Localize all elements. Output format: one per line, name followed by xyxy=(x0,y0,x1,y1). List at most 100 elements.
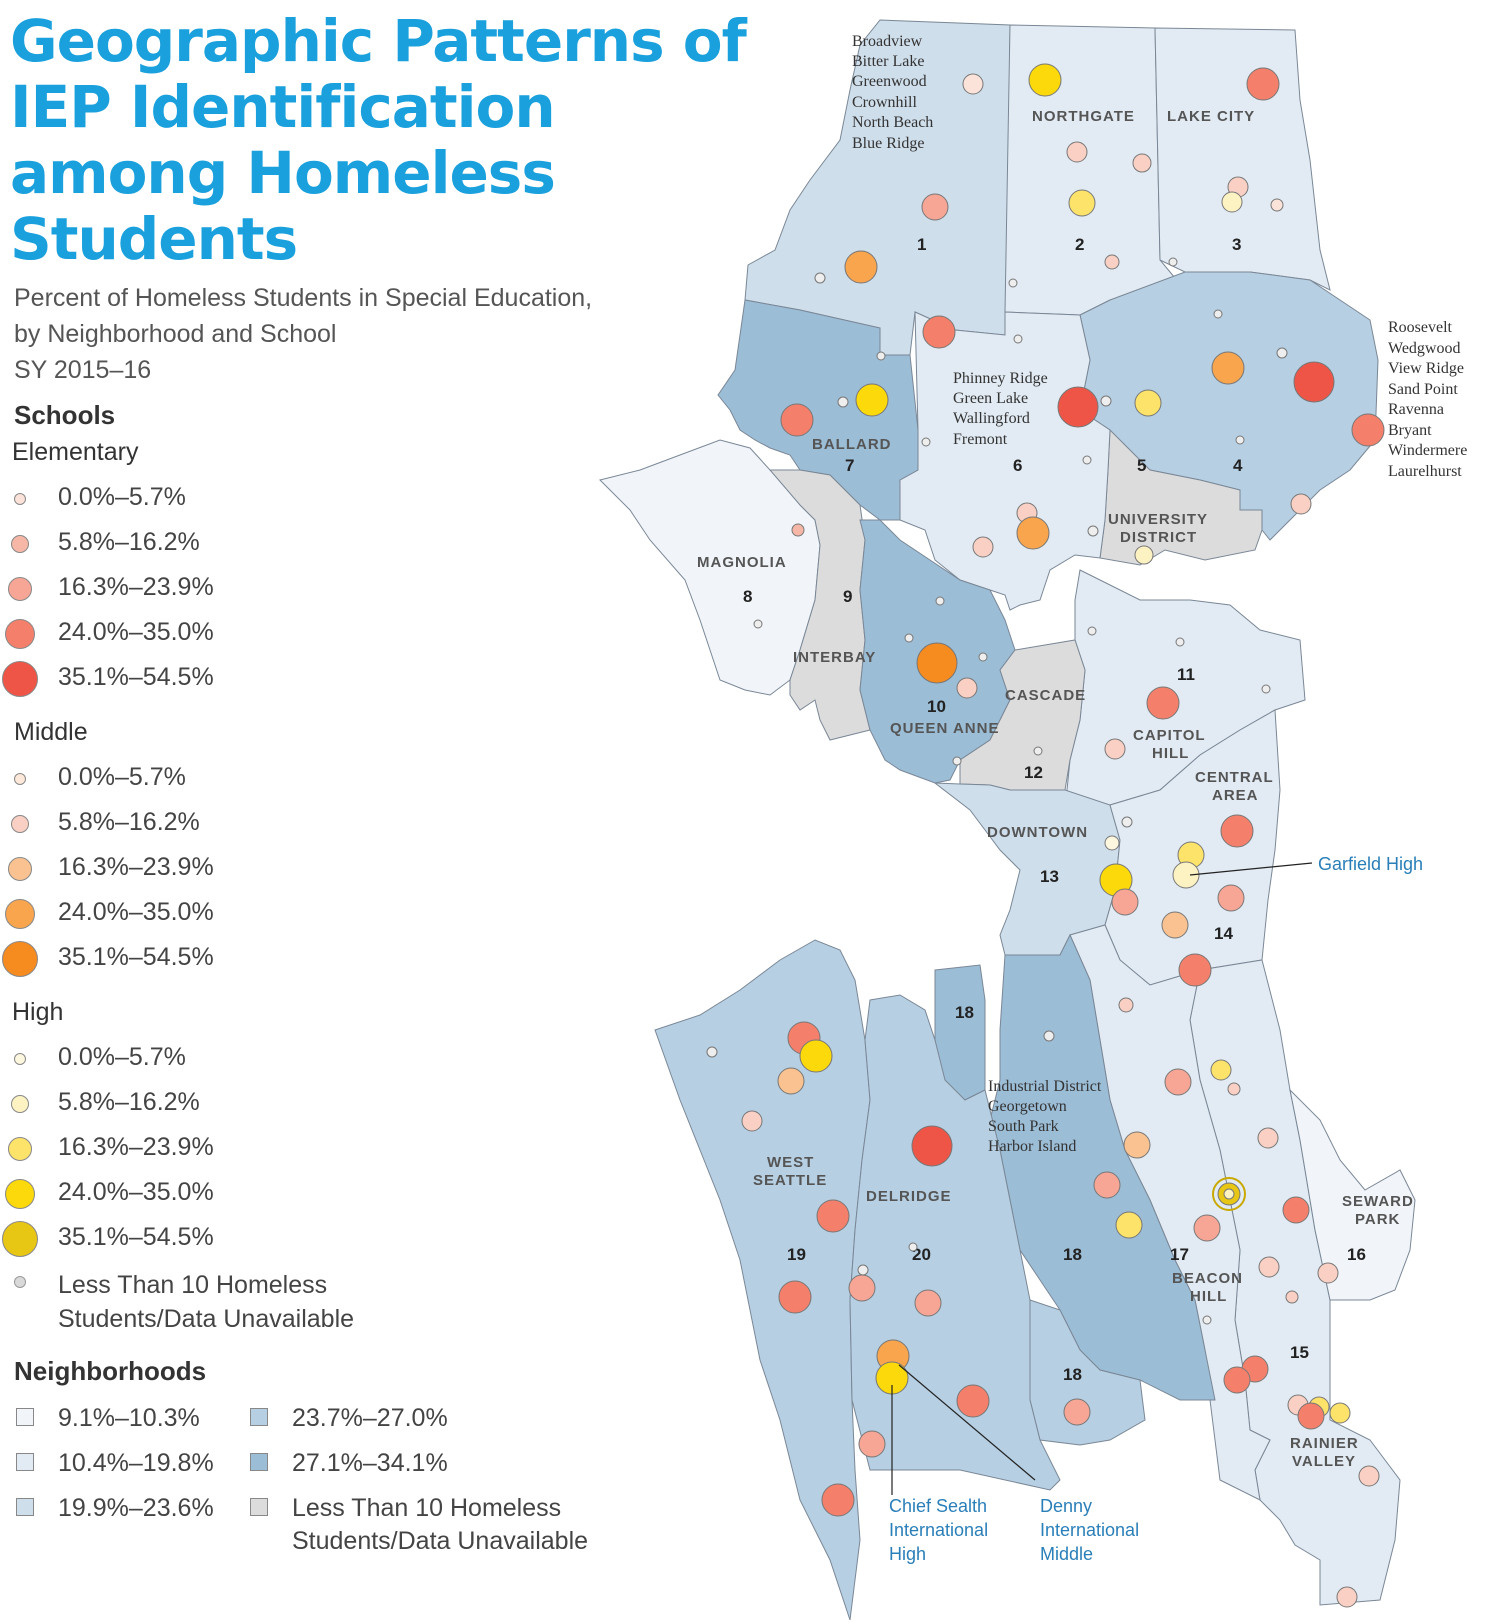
legend-range-label: 24.0%–35.0% xyxy=(58,1178,214,1206)
school-marker xyxy=(837,396,849,408)
circle-icon xyxy=(5,619,35,649)
school-marker xyxy=(1212,1177,1246,1211)
district-number: 15 xyxy=(1290,1343,1309,1362)
legend-item: 24.0%–35.0% xyxy=(0,614,440,654)
district-number: 13 xyxy=(1040,867,1059,886)
legend-middle-heading: Middle xyxy=(14,718,88,746)
district-number: 11 xyxy=(1177,665,1195,684)
school-marker xyxy=(956,1384,990,1418)
school-marker xyxy=(844,250,878,284)
legend-neighborhood-label: 23.7%–27.0% xyxy=(292,1404,448,1432)
neighborhood-area-16 xyxy=(1289,1088,1416,1301)
label-capitol: CAPITOL xyxy=(1133,727,1206,744)
school-marker xyxy=(821,1483,855,1517)
school-markers xyxy=(706,63,1385,1608)
district-number: 18 xyxy=(1063,1365,1082,1384)
school-marker xyxy=(1202,1315,1212,1325)
school-marker xyxy=(972,536,994,558)
label-area: AREA xyxy=(1212,787,1259,804)
district-number: 5 xyxy=(1137,456,1146,475)
legend-neighborhood-label: 27.1%–34.1% xyxy=(292,1449,448,1477)
school-marker xyxy=(791,523,805,537)
school-marker xyxy=(1223,1366,1251,1394)
area-list-item: Georgetown xyxy=(988,1098,1067,1115)
legend-range-label: 35.1%–54.5% xyxy=(58,1223,214,1251)
legend-neighborhood-unavailable-line: Students/Data Unavailable xyxy=(292,1527,589,1555)
label-cascade: CASCADE xyxy=(1005,687,1086,704)
legend-range-label: 16.3%–23.9% xyxy=(58,573,214,601)
legend-neighborhood-item: 9.1%–10.3% xyxy=(14,1402,254,1438)
legend-item: 35.1%–54.5% xyxy=(0,1219,440,1259)
school-marker xyxy=(1317,1262,1339,1284)
school-marker xyxy=(799,1039,833,1073)
area-list-item: Industrial District xyxy=(988,1078,1102,1095)
school-marker xyxy=(778,1280,812,1314)
legend-neighborhood-label: Less Than 10 Homeless Students/Data Unav… xyxy=(292,1492,588,1558)
area-list-item: North Beach xyxy=(852,114,933,131)
neighborhood-area-6 xyxy=(899,311,1111,611)
school-marker xyxy=(1258,1256,1280,1278)
legend-item: 16.3%–23.9% xyxy=(0,1129,440,1169)
legend-elementary-heading: Elementary xyxy=(12,438,139,466)
legend-range-label: 0.0%–5.7% xyxy=(58,763,186,791)
school-marker xyxy=(1104,835,1120,851)
school-marker xyxy=(1123,1131,1151,1159)
neighborhood-area-3 xyxy=(1154,27,1331,291)
area-list-item: Sand Point xyxy=(1388,381,1458,398)
legend-item: 16.3%–23.9% xyxy=(0,569,440,609)
area-list-18: Industrial District Georgetown South Par… xyxy=(988,1078,1102,1155)
area-list-item: View Ridge xyxy=(1388,360,1464,377)
school-marker xyxy=(1293,361,1335,403)
school-marker xyxy=(1063,1398,1091,1426)
area-list-item: Crownhill xyxy=(852,94,917,111)
school-marker xyxy=(1270,198,1284,212)
school-marker xyxy=(916,642,958,684)
subtitle-line: Percent of Homeless Students in Special … xyxy=(14,284,593,312)
school-marker xyxy=(1358,1465,1380,1487)
legend-neighborhood-label: 19.9%–23.6% xyxy=(58,1494,214,1522)
callout-chief-sealth: High xyxy=(889,1544,926,1564)
subtitle-line: by Neighborhood and School xyxy=(14,320,337,348)
school-marker xyxy=(1261,684,1271,694)
school-marker xyxy=(1087,626,1097,636)
school-marker xyxy=(1297,1402,1325,1430)
label-seattle: SEATTLE xyxy=(753,1172,827,1189)
callouts: Garfield High Chief Sealth International… xyxy=(889,854,1423,1564)
school-marker xyxy=(1033,746,1043,756)
district-number: 6 xyxy=(1013,456,1022,475)
area-list-item: Ravenna xyxy=(1388,401,1444,418)
school-marker xyxy=(1221,191,1243,213)
area-list-item: South Park xyxy=(988,1118,1059,1135)
school-marker xyxy=(922,315,956,349)
area-list-item: Roosevelt xyxy=(1388,319,1453,336)
school-marker xyxy=(1223,1188,1235,1200)
circle-icon xyxy=(11,815,29,833)
school-marker xyxy=(1121,816,1133,828)
school-marker xyxy=(1210,1059,1232,1081)
school-marker xyxy=(962,73,984,95)
district-number: 7 xyxy=(845,456,854,475)
school-marker xyxy=(1104,254,1120,270)
area-list-item: Windermere xyxy=(1388,442,1467,459)
school-marker xyxy=(921,193,949,221)
swatch-icon xyxy=(250,1498,268,1516)
school-marker xyxy=(1118,997,1134,1013)
school-marker xyxy=(1178,953,1212,987)
legend-neighborhood-item: 27.1%–34.1% xyxy=(248,1447,488,1483)
district-number: 2 xyxy=(1075,235,1084,254)
school-marker xyxy=(857,1264,869,1276)
swatch-icon xyxy=(16,1408,34,1426)
school-marker xyxy=(1217,884,1245,912)
school-marker xyxy=(1246,67,1280,101)
school-marker xyxy=(1134,389,1162,417)
school-marker xyxy=(1093,1171,1121,1199)
area-list-north: Broadview Bitter Lake Greenwood Crownhil… xyxy=(852,33,933,152)
area-list-item: Phinney Ridge xyxy=(953,370,1048,387)
school-marker xyxy=(814,272,826,284)
legend-item: 5.8%–16.2% xyxy=(0,1084,440,1124)
label-interbay: INTERBAY xyxy=(793,649,876,666)
school-marker xyxy=(777,1067,805,1095)
circle-icon xyxy=(2,661,38,697)
area-list-item: Greenwood xyxy=(852,73,927,90)
legend-neighborhood-item: 23.7%–27.0% xyxy=(248,1402,488,1438)
